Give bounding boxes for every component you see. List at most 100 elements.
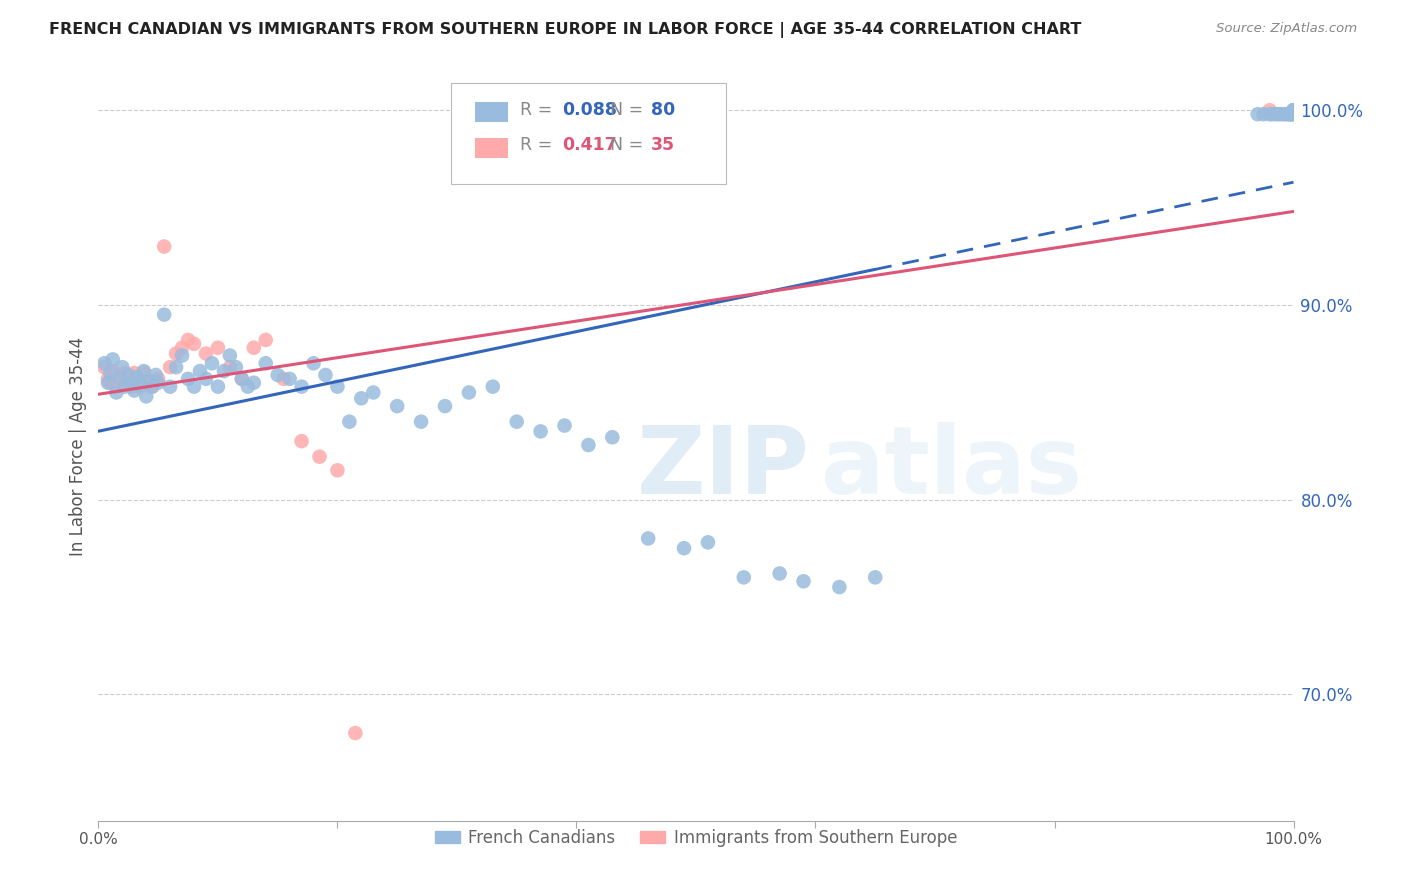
Point bbox=[177, 372, 200, 386]
Point bbox=[1258, 103, 1281, 118]
Point bbox=[481, 379, 505, 393]
Point bbox=[188, 364, 211, 378]
Point bbox=[195, 372, 218, 386]
Point bbox=[207, 341, 229, 355]
Point bbox=[1282, 103, 1305, 118]
Point bbox=[201, 356, 224, 370]
Point bbox=[1282, 103, 1305, 118]
Point bbox=[108, 372, 131, 386]
Point bbox=[114, 366, 136, 380]
Point bbox=[363, 385, 385, 400]
Point bbox=[254, 356, 277, 370]
Point bbox=[733, 570, 755, 584]
Point bbox=[101, 352, 124, 367]
Point bbox=[1267, 107, 1289, 121]
Legend: French Canadians, Immigrants from Southern Europe: French Canadians, Immigrants from Southe… bbox=[429, 822, 963, 854]
Text: ZIP: ZIP bbox=[637, 423, 810, 515]
Point bbox=[637, 532, 659, 546]
Point bbox=[273, 372, 295, 386]
Point bbox=[350, 392, 373, 406]
Point bbox=[1277, 107, 1299, 121]
Point bbox=[105, 385, 128, 400]
Text: N =: N = bbox=[610, 136, 648, 153]
Point bbox=[291, 379, 314, 393]
Point bbox=[1279, 107, 1302, 121]
Point bbox=[1281, 107, 1303, 121]
Point bbox=[1253, 107, 1275, 121]
Point bbox=[506, 415, 529, 429]
Point bbox=[308, 450, 330, 464]
Point bbox=[1282, 103, 1305, 118]
Point bbox=[111, 360, 134, 375]
Point bbox=[1258, 107, 1281, 121]
Point bbox=[434, 399, 457, 413]
Point bbox=[207, 379, 229, 393]
Point bbox=[135, 389, 157, 403]
Text: 0.088: 0.088 bbox=[562, 101, 617, 119]
Point bbox=[101, 364, 124, 378]
Point bbox=[865, 570, 887, 584]
Point bbox=[1247, 107, 1270, 121]
Point bbox=[195, 346, 218, 360]
Point bbox=[291, 434, 314, 449]
Point bbox=[124, 366, 146, 380]
Point bbox=[1282, 103, 1305, 118]
Point bbox=[121, 379, 143, 393]
Point bbox=[98, 376, 122, 390]
Point bbox=[231, 372, 253, 386]
Point bbox=[1270, 107, 1292, 121]
Point bbox=[172, 349, 194, 363]
Point bbox=[219, 349, 242, 363]
Point bbox=[219, 360, 242, 375]
Point bbox=[117, 368, 139, 382]
Point bbox=[793, 574, 815, 589]
Point bbox=[602, 430, 624, 444]
Point bbox=[243, 376, 266, 390]
Point bbox=[105, 379, 128, 393]
Text: 35: 35 bbox=[651, 136, 675, 153]
Text: atlas: atlas bbox=[821, 423, 1083, 515]
Point bbox=[93, 360, 115, 375]
Point bbox=[236, 379, 259, 393]
Point bbox=[302, 356, 325, 370]
Text: R =: R = bbox=[520, 101, 558, 119]
FancyBboxPatch shape bbox=[451, 83, 725, 184]
Point bbox=[315, 368, 337, 382]
Point bbox=[129, 379, 152, 393]
Text: N =: N = bbox=[610, 101, 648, 119]
Point bbox=[1271, 107, 1294, 121]
Point bbox=[125, 372, 148, 386]
FancyBboxPatch shape bbox=[475, 102, 509, 121]
Point bbox=[326, 463, 349, 477]
Point bbox=[138, 374, 160, 388]
Point bbox=[165, 360, 187, 375]
Point bbox=[278, 372, 301, 386]
Point bbox=[183, 379, 205, 393]
Text: 0.417: 0.417 bbox=[562, 136, 617, 153]
Point bbox=[172, 341, 194, 355]
Point bbox=[530, 425, 553, 439]
Point bbox=[411, 415, 433, 429]
Point bbox=[108, 372, 131, 386]
Point bbox=[339, 415, 361, 429]
Point bbox=[98, 366, 122, 380]
Text: R =: R = bbox=[520, 136, 558, 153]
Point bbox=[129, 377, 152, 392]
Point bbox=[145, 368, 167, 382]
Point bbox=[326, 379, 349, 393]
Point bbox=[148, 372, 170, 386]
Point bbox=[1264, 107, 1286, 121]
Point bbox=[117, 372, 139, 386]
Y-axis label: In Labor Force | Age 35-44: In Labor Force | Age 35-44 bbox=[69, 336, 87, 556]
Point bbox=[1278, 107, 1301, 121]
Point bbox=[1261, 107, 1284, 121]
Point bbox=[212, 364, 235, 378]
FancyBboxPatch shape bbox=[475, 138, 509, 158]
Point bbox=[267, 368, 290, 382]
Point bbox=[159, 360, 181, 375]
Point bbox=[125, 370, 148, 384]
Text: FRENCH CANADIAN VS IMMIGRANTS FROM SOUTHERN EUROPE IN LABOR FORCE | AGE 35-44 CO: FRENCH CANADIAN VS IMMIGRANTS FROM SOUTH… bbox=[49, 22, 1081, 38]
Point bbox=[141, 379, 163, 393]
Point bbox=[458, 385, 481, 400]
Point bbox=[165, 346, 187, 360]
